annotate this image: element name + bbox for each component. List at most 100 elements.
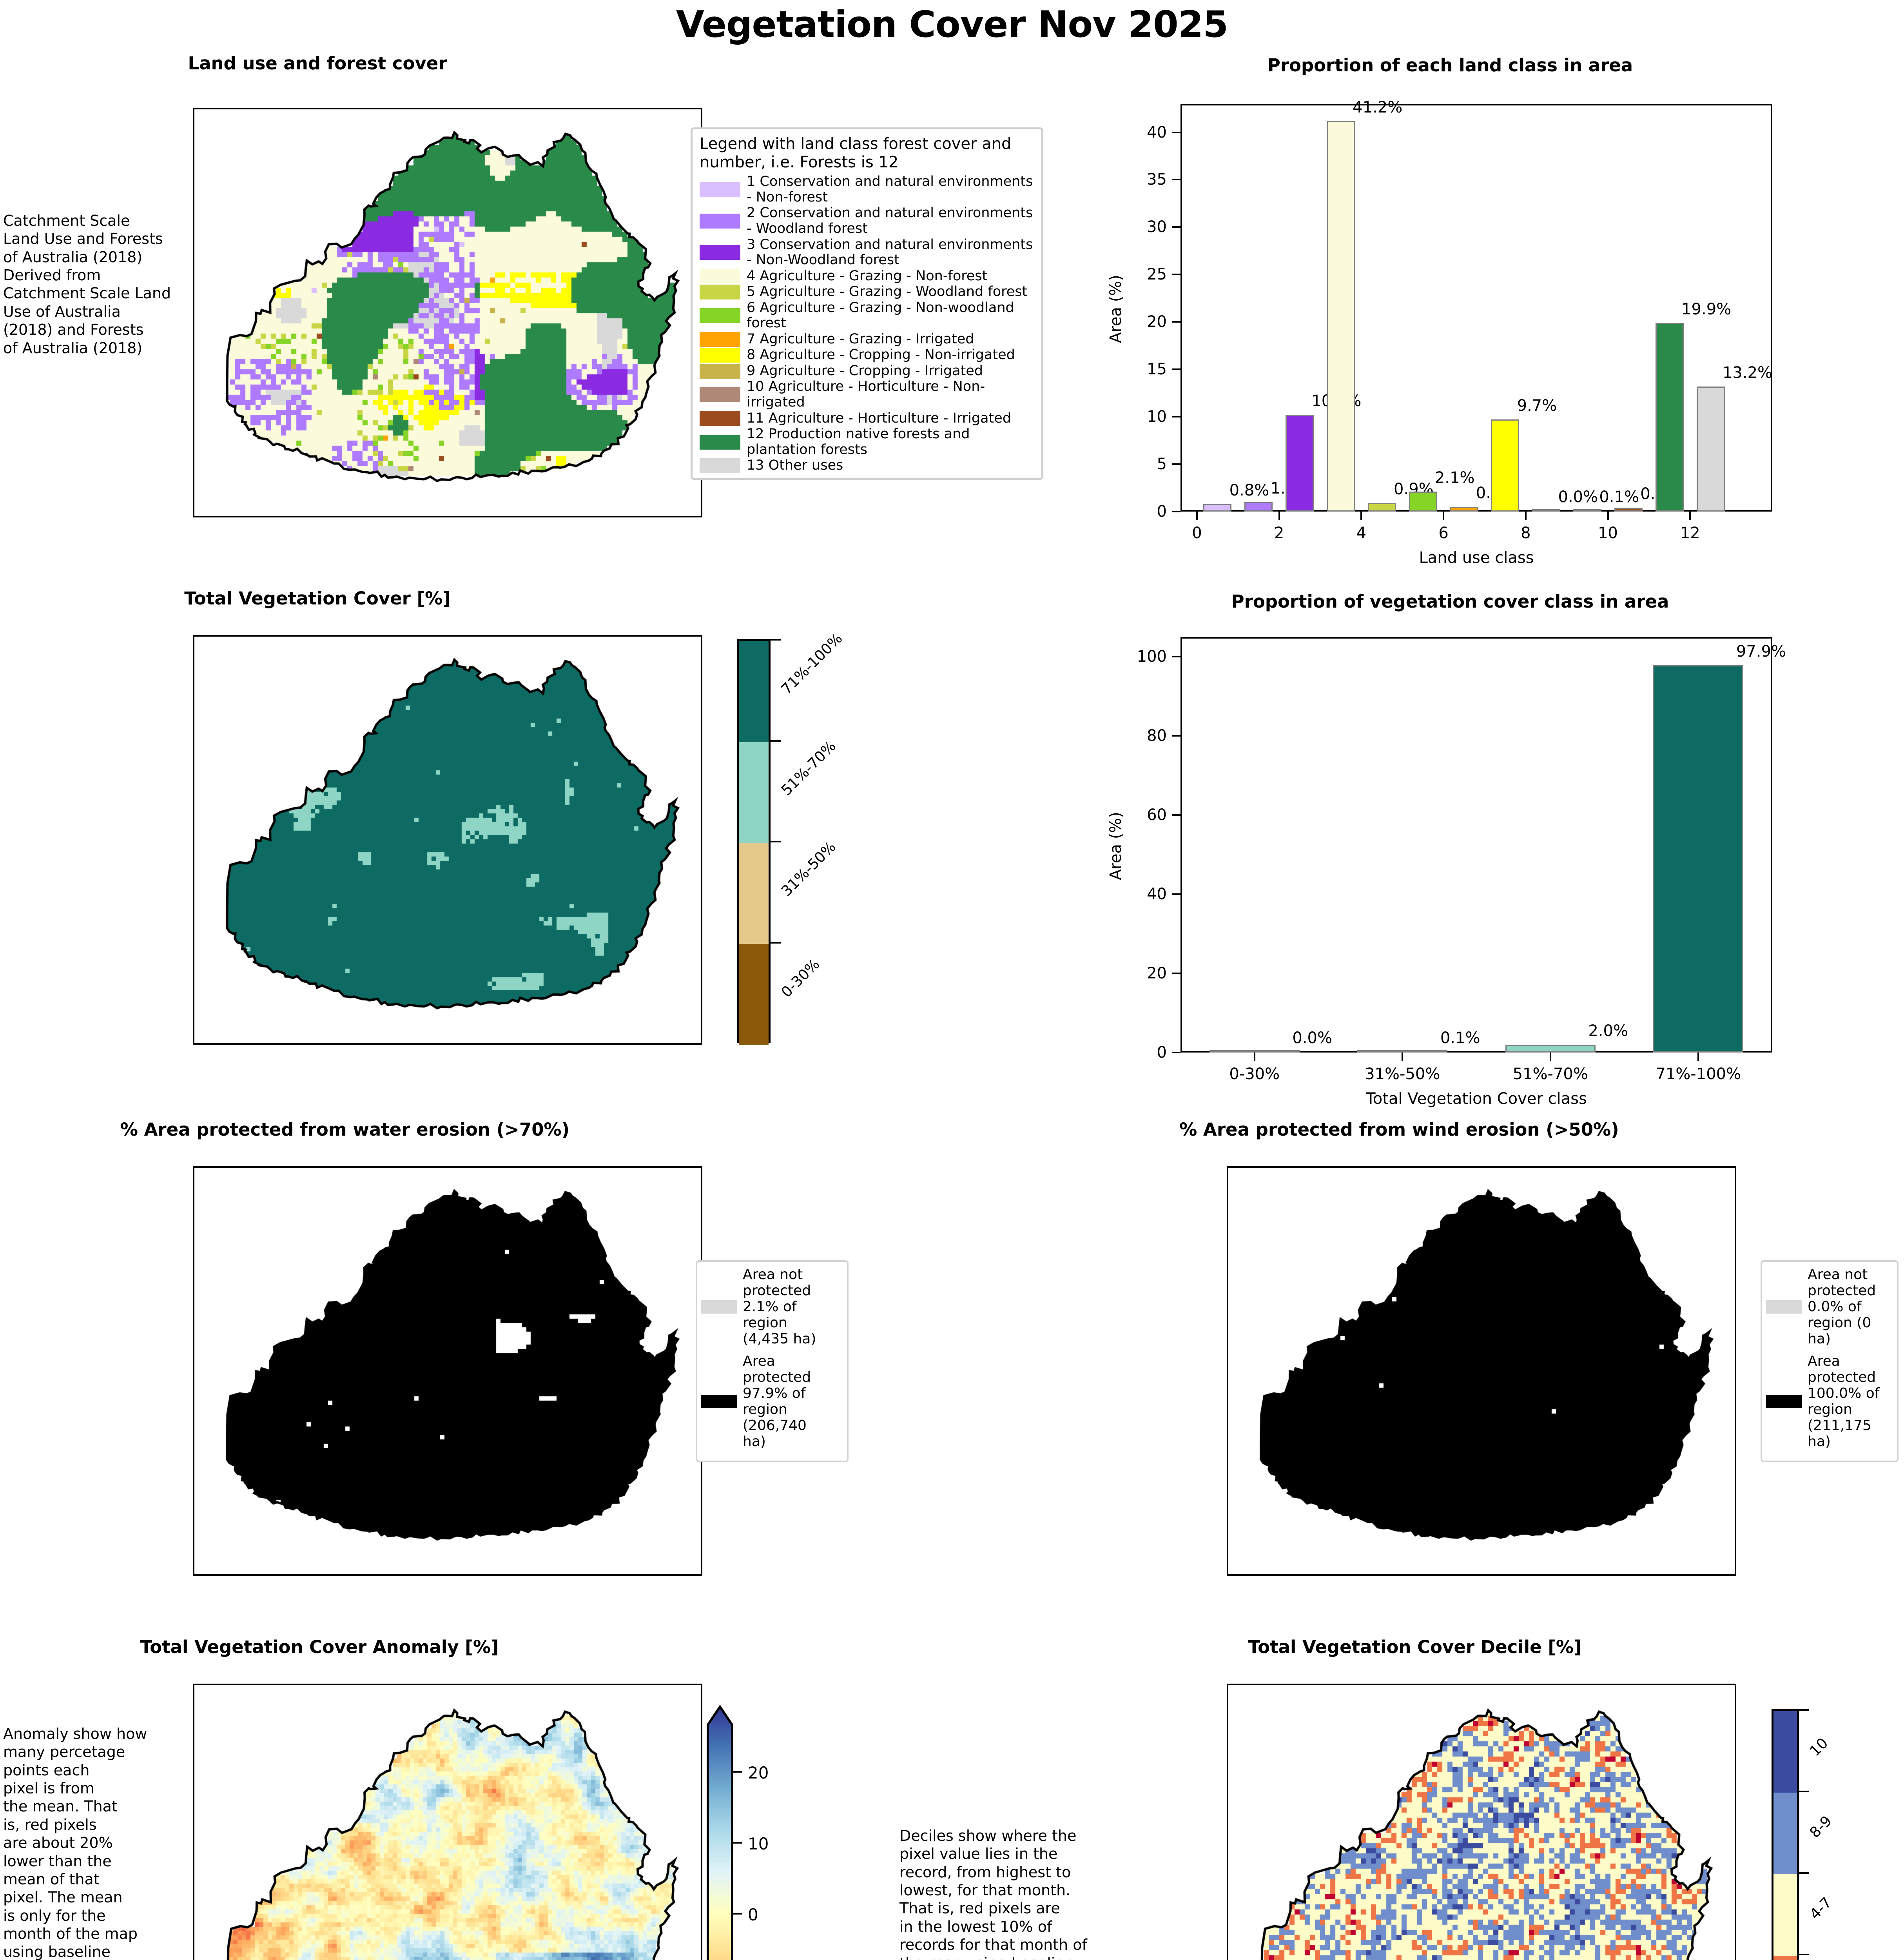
y-tick-label: 25	[1147, 265, 1167, 284]
bar[interactable]	[1573, 509, 1602, 512]
bar-value-label: 2.1%	[1434, 469, 1475, 487]
landuse-legend-item: 3 Conservation and natural environments …	[700, 237, 1034, 268]
legend-item-label: 3 Conservation and natural environments …	[747, 236, 1033, 268]
wind-protected-row: Area protected 100.0% of region (211,175…	[1766, 1353, 1893, 1450]
x-tick-label: 51%-70%	[1512, 1065, 1588, 1083]
x-tick-mark	[1607, 512, 1609, 520]
y-tick-mark	[1172, 973, 1180, 975]
x-tick-label: 10	[1598, 524, 1618, 542]
bar[interactable]	[1655, 323, 1684, 512]
water-erosion-map[interactable]	[193, 1166, 702, 1576]
bar-value-label: 0.0%	[1558, 488, 1598, 506]
anomaly-colorbar-tick	[732, 1771, 742, 1773]
not-protected-label: Area not protected 2.1% of region (4,435…	[743, 1267, 816, 1347]
bar[interactable]	[1409, 492, 1437, 512]
legend-item-label: 7 Agriculture - Grazing - Irrigated	[747, 331, 974, 347]
y-tick-label: 30	[1147, 218, 1167, 236]
y-tick-label: 5	[1157, 455, 1167, 474]
y-tick-label: 10	[1147, 408, 1167, 426]
bar-value-label: 0.1%	[1599, 488, 1639, 506]
water-not-protected-row: Area not protected 2.1% of region (4,435…	[701, 1267, 843, 1347]
legend-item-label: 2 Conservation and natural environments …	[747, 205, 1033, 237]
x-tick-label: 12	[1680, 524, 1700, 542]
y-tick-mark	[1172, 179, 1180, 181]
wind-erosion-map[interactable]	[1227, 1166, 1736, 1576]
landuse-map[interactable]	[193, 108, 702, 517]
bar[interactable]	[1203, 504, 1232, 512]
anomaly-map[interactable]	[193, 1684, 702, 1960]
y-tick-label: 60	[1147, 806, 1167, 824]
landuse-legend-item: 12 Production native forests and plantat…	[700, 426, 1034, 457]
colorbar-segment	[739, 742, 769, 843]
decile-title: Total Vegetation Cover Decile [%]	[1248, 1637, 1582, 1657]
x-tick-label: 8	[1521, 524, 1531, 542]
bar-value-label: 13.2%	[1722, 363, 1773, 382]
colorbar-label: 0-30%	[778, 955, 823, 1001]
landuse-legend-title: Legend with land class forest cover and …	[700, 135, 1012, 172]
decile-map[interactable]	[1227, 1684, 1736, 1960]
bar[interactable]	[1244, 502, 1273, 512]
water-erosion-legend: Area not protected 2.1% of region (4,435…	[696, 1260, 849, 1463]
landuse-legend-item: 10 Agriculture - Horticulture - Non-irri…	[700, 379, 1034, 410]
bar-value-label: 19.9%	[1681, 300, 1732, 318]
anomaly-note: Anomaly show how many percetage points e…	[3, 1725, 147, 1960]
bar-value-label: 0.1%	[1440, 1029, 1480, 1047]
bar[interactable]	[1286, 415, 1314, 512]
colorbar-tick	[771, 639, 781, 641]
x-tick-mark	[1525, 512, 1527, 520]
landuse-map-raster	[194, 109, 701, 516]
colorbar-segment	[739, 944, 769, 1045]
bar[interactable]	[1696, 386, 1725, 512]
bar[interactable]	[1532, 509, 1561, 512]
x-tick-label: 31%-50%	[1365, 1065, 1440, 1083]
anomaly-colorbar-tick	[732, 1913, 742, 1915]
landuse-source-note: Catchment Scale Land Use and Forests of …	[3, 212, 171, 357]
y-tick-mark	[1172, 321, 1180, 323]
bar[interactable]	[1209, 1050, 1300, 1053]
x-tick-label: 0	[1192, 524, 1202, 542]
decile-colorbar	[1772, 1709, 1799, 1960]
anomaly-colorbar-tick	[732, 1842, 742, 1844]
bar[interactable]	[1367, 503, 1396, 512]
colorbar-label: 31%-50%	[778, 838, 839, 900]
bar-value-label: 0.0%	[1292, 1029, 1332, 1047]
protected-swatch	[701, 1395, 737, 1408]
bar[interactable]	[1614, 508, 1643, 512]
legend-item-label: 4 Agriculture - Grazing - Non-forest	[747, 268, 988, 284]
bar[interactable]	[1357, 1050, 1448, 1053]
water-erosion-raster	[194, 1168, 701, 1574]
cover-map[interactable]	[193, 635, 702, 1045]
bar[interactable]	[1505, 1044, 1596, 1053]
water-protected-row: Area protected 97.9% of region (206,740 …	[701, 1353, 843, 1450]
colorbar-segment	[1773, 1956, 1797, 1960]
x-tick-mark	[1278, 512, 1280, 520]
bar[interactable]	[1450, 506, 1478, 512]
y-tick-label: 20	[1147, 964, 1167, 983]
legend-swatch	[700, 284, 740, 299]
bar[interactable]	[1653, 665, 1744, 1053]
y-tick-mark	[1172, 274, 1180, 276]
legend-item-label: 13 Other uses	[747, 457, 843, 474]
protected-label: Area protected 97.9% of region (206,740 …	[743, 1353, 811, 1450]
legend-swatch	[700, 214, 740, 229]
bar[interactable]	[1491, 419, 1520, 512]
landuse-bar-chart-plot: 0.8%1.0%10.2%41.2%0.9%2.1%0.5%9.7%0.0%0.…	[1180, 98, 1773, 512]
y-tick-mark	[1172, 511, 1180, 512]
anomaly-colorbar-gradient	[707, 1704, 733, 1960]
decile-note: Deciles show where the pixel value lies …	[899, 1827, 1087, 1960]
legend-item-label: 12 Production native forests and plantat…	[747, 426, 970, 457]
y-tick-mark	[1172, 416, 1180, 418]
legend-swatch	[700, 411, 740, 426]
y-axis-label: Area (%)	[1107, 812, 1125, 880]
protected-label: Area protected 100.0% of region (211,175…	[1808, 1353, 1880, 1450]
legend-item-label: 8 Agriculture - Cropping - Non-irrigated	[747, 347, 1015, 363]
bar[interactable]	[1326, 121, 1355, 512]
water-erosion-title: % Area protected from water erosion (>70…	[120, 1119, 570, 1140]
bar-value-label: 2.0%	[1588, 1022, 1628, 1040]
colorbar-label: 8-9	[1806, 1812, 1835, 1841]
landuse-legend-item: 13 Other uses	[700, 458, 1034, 474]
landuse-legend-item: 5 Agriculture - Grazing - Woodland fores…	[700, 284, 1034, 300]
not-protected-swatch	[1766, 1300, 1802, 1314]
colorbar-tick	[1799, 1791, 1809, 1792]
colorbar-tick	[1799, 1872, 1809, 1874]
